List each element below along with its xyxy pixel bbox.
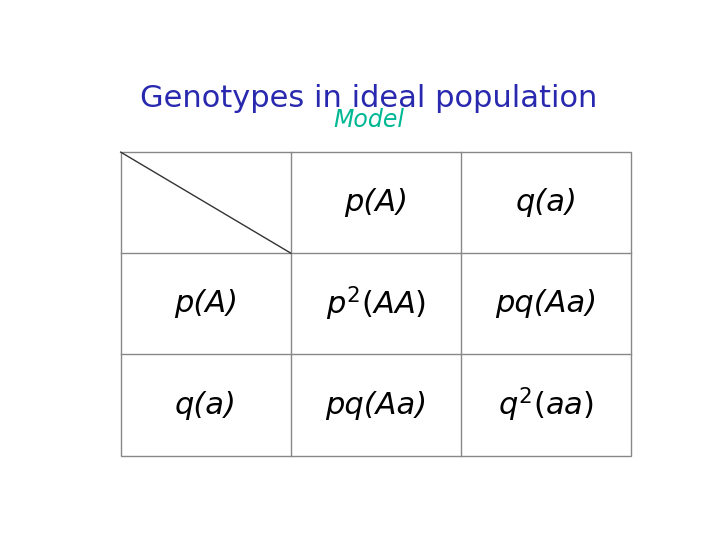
Text: p(A): p(A) — [344, 188, 408, 217]
Text: pq(Aa): pq(Aa) — [495, 289, 597, 318]
Text: q(a): q(a) — [516, 188, 577, 217]
Text: q(a): q(a) — [175, 390, 237, 420]
Text: Genotypes in ideal population: Genotypes in ideal population — [140, 84, 598, 112]
Text: p(A): p(A) — [174, 289, 238, 318]
Bar — [121, 152, 631, 456]
Text: $\it{p}^{2}\it{(AA)}$: $\it{p}^{2}\it{(AA)}$ — [326, 285, 426, 323]
Text: pq(Aa): pq(Aa) — [325, 390, 427, 420]
Text: $\it{q}^{2}\it{(aa)}$: $\it{q}^{2}\it{(aa)}$ — [498, 386, 594, 424]
Text: Model: Model — [333, 109, 405, 132]
